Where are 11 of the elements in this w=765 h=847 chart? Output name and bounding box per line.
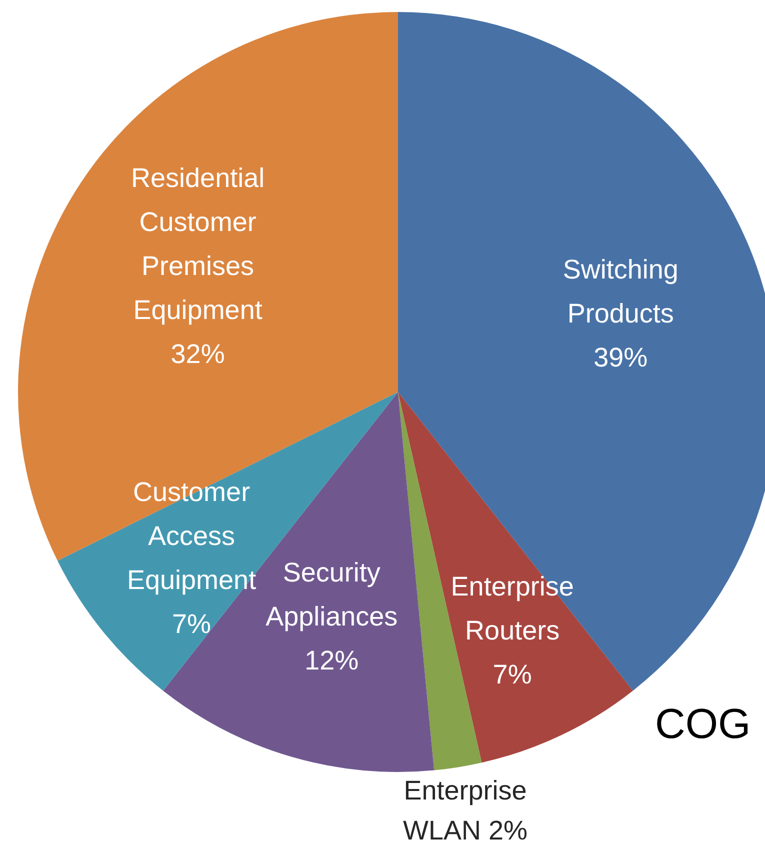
data-label: 32% bbox=[170, 339, 225, 370]
data-label: 12% bbox=[304, 646, 359, 676]
slice-label: Enterprise Routers bbox=[450, 572, 574, 646]
slice-label: Security Appliances bbox=[266, 558, 398, 632]
slice-label: Enterprise WLAN 2% bbox=[402, 776, 528, 846]
data-label: 39% bbox=[594, 342, 648, 372]
slice-label: Residential Customer Premises Equipment bbox=[131, 163, 265, 326]
text: COG bbox=[655, 700, 751, 748]
slice-label: Switching Products bbox=[562, 254, 678, 328]
data-label: 7% bbox=[172, 609, 212, 640]
data-label: 7% bbox=[492, 660, 532, 690]
